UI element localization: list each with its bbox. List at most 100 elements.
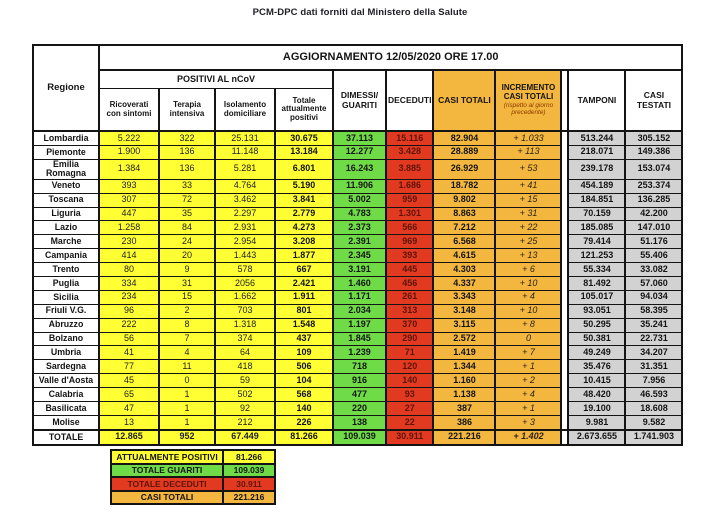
cell-ricoverati: 80 [98, 262, 160, 278]
region-name: Umbria [32, 345, 100, 361]
cell-totale-positivi: 6.801 [274, 158, 334, 180]
cell-deceduti: 30.911 [384, 428, 435, 446]
col-header-isolamento: Isolamento domiciliare [214, 88, 276, 132]
cell-dimessi-guariti: 477 [332, 387, 387, 403]
table-row: Basilicata 47 1 92 140 220 27 387 + 1 19.100 18.60… [32, 401, 684, 416]
col-header-tamponi: TAMPONI [567, 69, 627, 132]
region-name: Calabria [32, 387, 100, 403]
cell-isolamento: 418 [214, 359, 276, 375]
spacer-column [560, 69, 570, 132]
cell-totale-positivi: 568 [274, 387, 334, 403]
cell-ricoverati: 1.900 [98, 144, 160, 160]
cell-incremento: + 10 [494, 303, 563, 319]
cell-tamponi: 19.100 [567, 401, 627, 416]
cell-totale-positivi: 226 [274, 414, 334, 431]
cell-casi-testati: 153.074 [624, 158, 684, 180]
cell-incremento: + 1.402 [494, 428, 563, 446]
spacer-cell [560, 220, 570, 235]
cell-dimessi-guariti: 1.171 [332, 289, 387, 305]
cell-terapia: 24 [158, 234, 216, 250]
cell-tamponi: 48.420 [567, 387, 627, 403]
region-name: Marche [32, 234, 100, 250]
cell-terapia: 11 [158, 359, 216, 375]
cell-dimessi-guariti: 1.460 [332, 276, 387, 291]
cell-totale-positivi: 2.779 [274, 206, 334, 222]
spacer-cell [560, 401, 570, 416]
spacer-cell [560, 428, 570, 445]
cell-terapia: 33 [158, 178, 216, 194]
summary-label: CASI TOTALI [110, 489, 224, 505]
cell-casi-totali: 1.419 [432, 345, 497, 361]
cell-tamponi: 9.981 [567, 414, 627, 431]
spacer-cell [560, 193, 570, 208]
cell-totale-positivi: 4.273 [274, 220, 334, 236]
cell-incremento: + 15 [494, 192, 563, 208]
cell-isolamento: 64 [214, 345, 276, 361]
region-name: Campania [32, 248, 100, 264]
cell-casi-testati: 136.285 [624, 192, 684, 208]
cell-dimessi-guariti: 16.243 [332, 158, 387, 180]
region-name: Bolzano [32, 331, 100, 347]
table-row: Sardegna 77 11 418 506 718 120 1.344 + 1 35.476 31… [32, 359, 684, 375]
cell-casi-totali: 3.148 [432, 303, 497, 319]
cell-tamponi: 239.178 [567, 158, 627, 180]
spacer-cell [560, 262, 570, 277]
cell-deceduti: 3.428 [384, 144, 435, 160]
region-name: Basilicata [32, 401, 100, 416]
col-header-casi-testati: CASI TESTATI [624, 69, 684, 132]
cell-incremento: + 41 [494, 178, 563, 194]
cell-casi-totali: 1.138 [432, 387, 497, 403]
spacer-cell [560, 248, 570, 263]
table-row: Molise 13 1 212 226 138 22 386 + 3 9.981 9.582 [32, 414, 684, 431]
cell-tamponi: 105.017 [567, 289, 627, 305]
cell-casi-testati: 33.082 [624, 262, 684, 278]
cell-isolamento: 502 [214, 387, 276, 403]
region-name: Veneto [32, 178, 100, 194]
cell-terapia: 84 [158, 220, 216, 236]
spacer-cell [560, 159, 570, 180]
col-header-totale-positivi: Totale attualmente positivi [274, 88, 334, 132]
cell-tamponi: 121.253 [567, 248, 627, 264]
cell-incremento: + 4 [494, 289, 563, 305]
cell-dimessi-guariti: 109.039 [332, 428, 387, 446]
cell-tamponi: 454.189 [567, 178, 627, 194]
cell-ricoverati: 393 [98, 178, 160, 194]
cell-deceduti: 566 [384, 220, 435, 236]
cell-incremento: + 1 [494, 359, 563, 375]
cell-dimessi-guariti: 5.002 [332, 192, 387, 208]
cell-totale-positivi: 81.266 [274, 428, 334, 446]
summary-value: 81.266 [222, 449, 276, 465]
region-name: TOTALE [32, 428, 100, 446]
region-name: Lombardia [32, 130, 100, 146]
table-row: Emilia Romagna 1.384 136 5.281 6.801 16.243 3.… [32, 158, 684, 180]
cell-incremento: + 1.033 [494, 130, 563, 146]
cell-terapia: 8 [158, 317, 216, 333]
table-row: Piemonte 1.900 136 11.148 13.184 12.277 3.428 2… [32, 144, 684, 160]
cell-casi-testati: 34.207 [624, 345, 684, 361]
spacer-cell [560, 234, 570, 249]
table-row: Bolzano 56 7 374 437 1.845 290 2.572 0 50.381 22.7… [32, 331, 684, 347]
cell-terapia: 2 [158, 303, 216, 319]
cell-totale-positivi: 801 [274, 303, 334, 319]
total-row: TOTALE 12.865 952 67.449 81.266 109.039 30.911… [32, 428, 684, 446]
region-name: Liguria [32, 206, 100, 222]
cell-incremento: + 31 [494, 206, 563, 222]
cell-incremento: + 6 [494, 262, 563, 278]
cell-terapia: 322 [158, 130, 216, 146]
cell-casi-testati: 22.731 [624, 331, 684, 347]
cell-totale-positivi: 109 [274, 345, 334, 361]
cell-casi-totali: 387 [432, 401, 497, 416]
cell-casi-testati: 147.010 [624, 220, 684, 236]
cell-casi-testati: 7.956 [624, 373, 684, 389]
cell-ricoverati: 234 [98, 289, 160, 305]
spacer-cell [560, 359, 570, 374]
cell-isolamento: 1.443 [214, 248, 276, 264]
cell-terapia: 1 [158, 401, 216, 416]
cell-isolamento: 1.318 [214, 317, 276, 333]
cell-casi-testati: 9.582 [624, 414, 684, 431]
cell-casi-testati: 31.351 [624, 359, 684, 375]
cell-incremento: + 2 [494, 373, 563, 389]
cell-deceduti: 1.686 [384, 178, 435, 194]
region-name: Trento [32, 262, 100, 278]
cell-totale-positivi: 104 [274, 373, 334, 389]
